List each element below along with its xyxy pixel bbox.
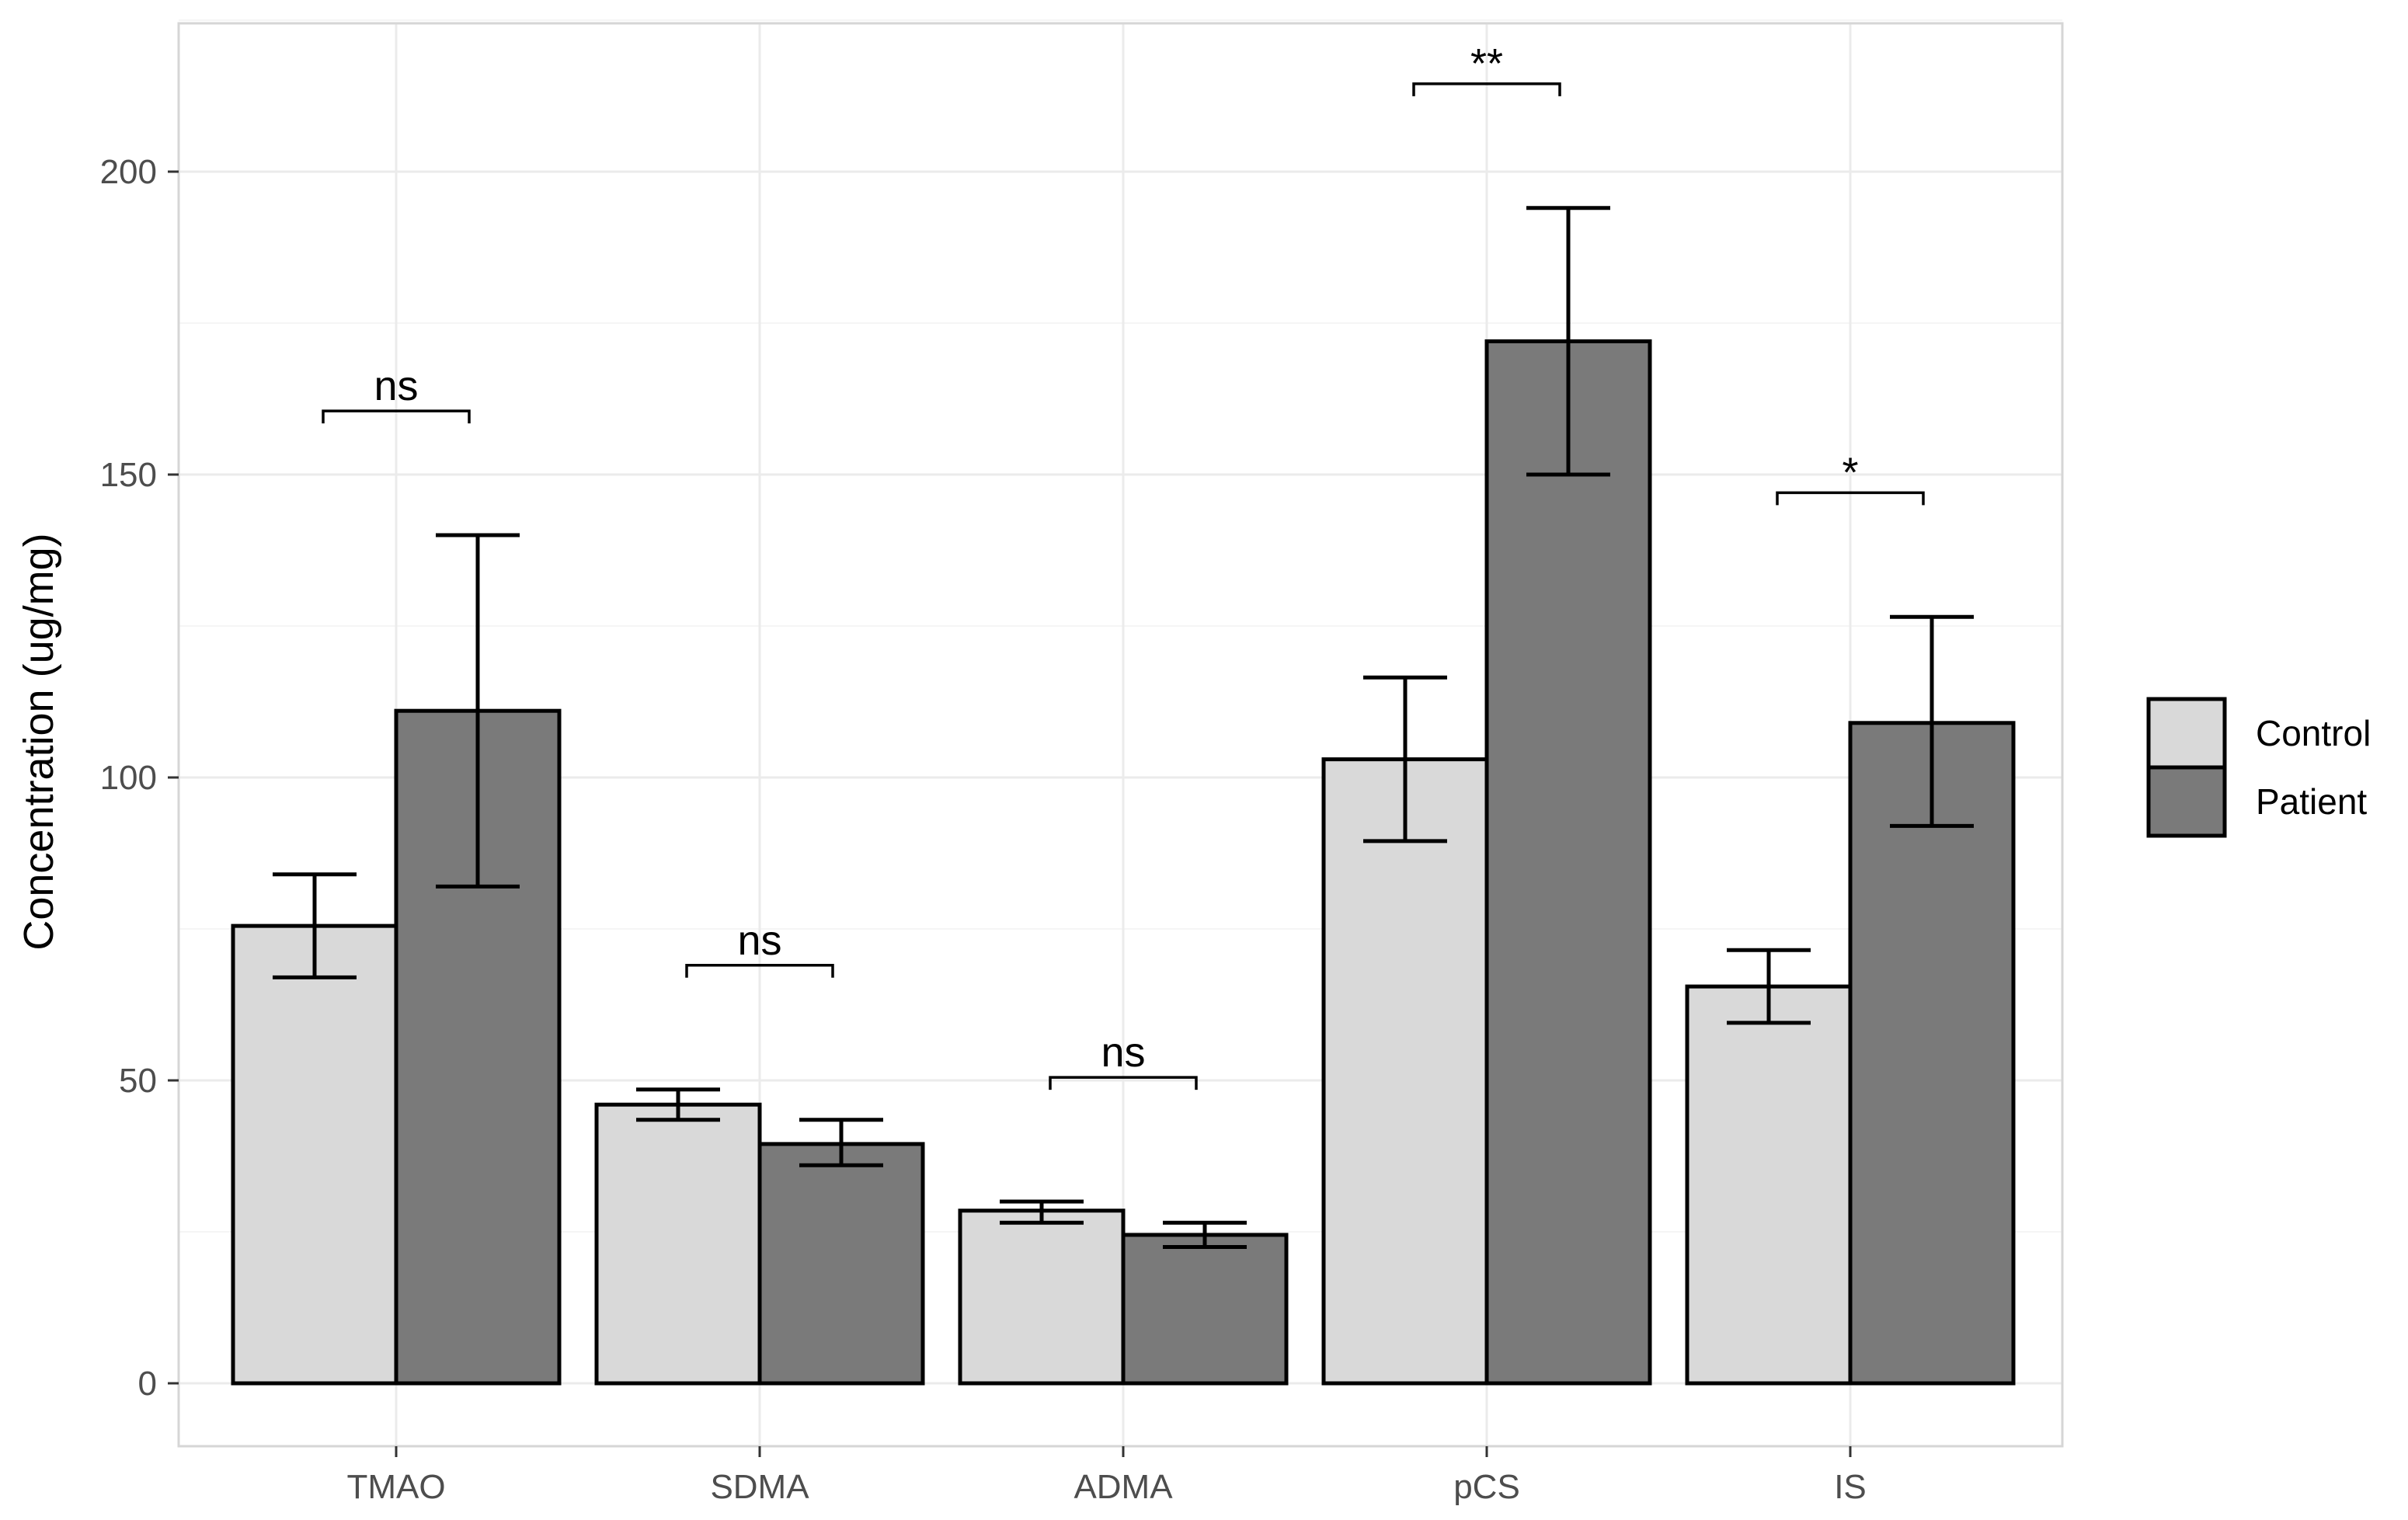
bar-patient-sdma: [757, 1142, 925, 1386]
x-tick-label: TMAO: [346, 1468, 445, 1506]
legend: Control Patient: [2146, 697, 2371, 838]
x-tick-label: SDMA: [710, 1468, 809, 1506]
y-tick-label: 0: [138, 1365, 157, 1403]
significance-sdma: ns: [685, 917, 834, 978]
y-tick-label: 200: [100, 153, 157, 191]
legend-label: Patient: [2256, 781, 2367, 822]
bar-control-tmao: [231, 923, 398, 1386]
axis-layer: 0 50 100 150 200 TMAO SDMA ADMA pCS IS: [100, 153, 1867, 1506]
significance-bracket: [322, 409, 471, 424]
bar-control-is: [1685, 984, 1853, 1386]
significance-bracket: [1049, 1076, 1198, 1090]
legend-item-patient: Patient: [2146, 765, 2367, 838]
significance-label: ns: [1101, 1029, 1145, 1076]
legend-key: [2146, 765, 2227, 838]
significance-label: ns: [737, 917, 781, 964]
error-bar-patient-pcs: [1526, 206, 1610, 477]
significance-label: **: [1470, 40, 1503, 87]
significance-label: ns: [374, 363, 418, 409]
significance-tmao: ns: [322, 363, 471, 424]
y-tick-label: 50: [119, 1062, 157, 1100]
legend-item-control: Control: [2146, 697, 2371, 770]
error-bar-patient-tmao: [436, 533, 520, 889]
bar-control-pcs: [1321, 757, 1489, 1386]
bar-patient-adma: [1121, 1233, 1289, 1386]
significance-adma: ns: [1049, 1029, 1198, 1090]
significance-bracket: [1776, 491, 1925, 506]
x-tick-label: ADMA: [1074, 1468, 1173, 1506]
panel-border: [177, 22, 2064, 1448]
legend-label: Control: [2256, 713, 2371, 753]
significance-label: *: [1842, 449, 1858, 496]
x-tick-label: pCS: [1453, 1468, 1520, 1506]
error-bar-control-tmao: [273, 872, 357, 979]
bar-control-adma: [958, 1209, 1126, 1386]
error-bar-control-pcs: [1363, 675, 1447, 843]
error-bar-control-adma: [1000, 1199, 1084, 1225]
legend-key: [2146, 697, 2227, 770]
significance-pcs: **: [1412, 40, 1561, 96]
bar-layer: [231, 339, 2016, 1386]
error-bar-control-sdma: [636, 1087, 720, 1122]
bar-patient-pcs: [1484, 339, 1652, 1386]
error-bar-layer: [273, 206, 1974, 1249]
y-tick-label: 100: [100, 759, 157, 797]
bar-patient-is: [1848, 721, 2016, 1386]
x-tick-label: IS: [1834, 1468, 1867, 1506]
bar-control-sdma: [594, 1102, 762, 1386]
error-bar-patient-is: [1890, 614, 1974, 828]
error-bar-patient-sdma: [799, 1118, 883, 1167]
y-axis-title: Concentration (ug/mg): [16, 533, 62, 950]
y-tick-label: 150: [100, 456, 157, 494]
significance-bracket: [1412, 82, 1561, 96]
error-bar-patient-adma: [1163, 1220, 1247, 1249]
error-bar-control-is: [1727, 948, 1811, 1025]
significance-bracket: [685, 964, 834, 978]
significance-is: *: [1776, 449, 1925, 506]
